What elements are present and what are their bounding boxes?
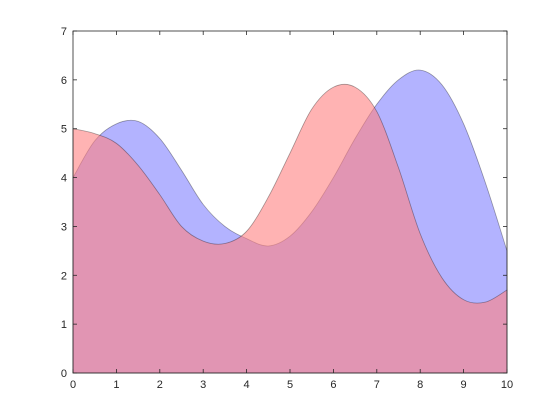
y-tick-label: 7 — [61, 26, 67, 38]
x-tick-label: 2 — [157, 379, 163, 391]
x-tick-label: 8 — [417, 379, 423, 391]
y-axis-ticks: 0 1 2 3 4 5 6 7 — [61, 26, 507, 380]
y-tick-label: 4 — [61, 173, 67, 185]
y-tick-label: 1 — [61, 319, 67, 331]
area-series-group — [72, 69, 508, 374]
x-tick-label: 1 — [113, 379, 119, 391]
area-series-2 — [72, 83, 508, 374]
x-tick-label: 5 — [287, 379, 293, 391]
x-tick-label: 0 — [70, 379, 76, 391]
y-tick-label: 2 — [61, 270, 67, 282]
x-tick-label: 10 — [501, 379, 513, 391]
x-tick-label: 9 — [461, 379, 467, 391]
y-tick-label: 6 — [61, 75, 67, 87]
x-tick-label: 6 — [330, 379, 336, 391]
y-tick-label: 5 — [61, 124, 67, 136]
x-tick-label: 4 — [244, 379, 250, 391]
y-tick-label: 0 — [61, 368, 67, 380]
y-tick-label: 3 — [61, 221, 67, 233]
x-tick-label: 3 — [200, 379, 206, 391]
x-tick-label: 7 — [374, 379, 380, 391]
x-axis-ticks: 0 1 2 3 4 5 6 7 8 9 10 — [70, 31, 513, 391]
